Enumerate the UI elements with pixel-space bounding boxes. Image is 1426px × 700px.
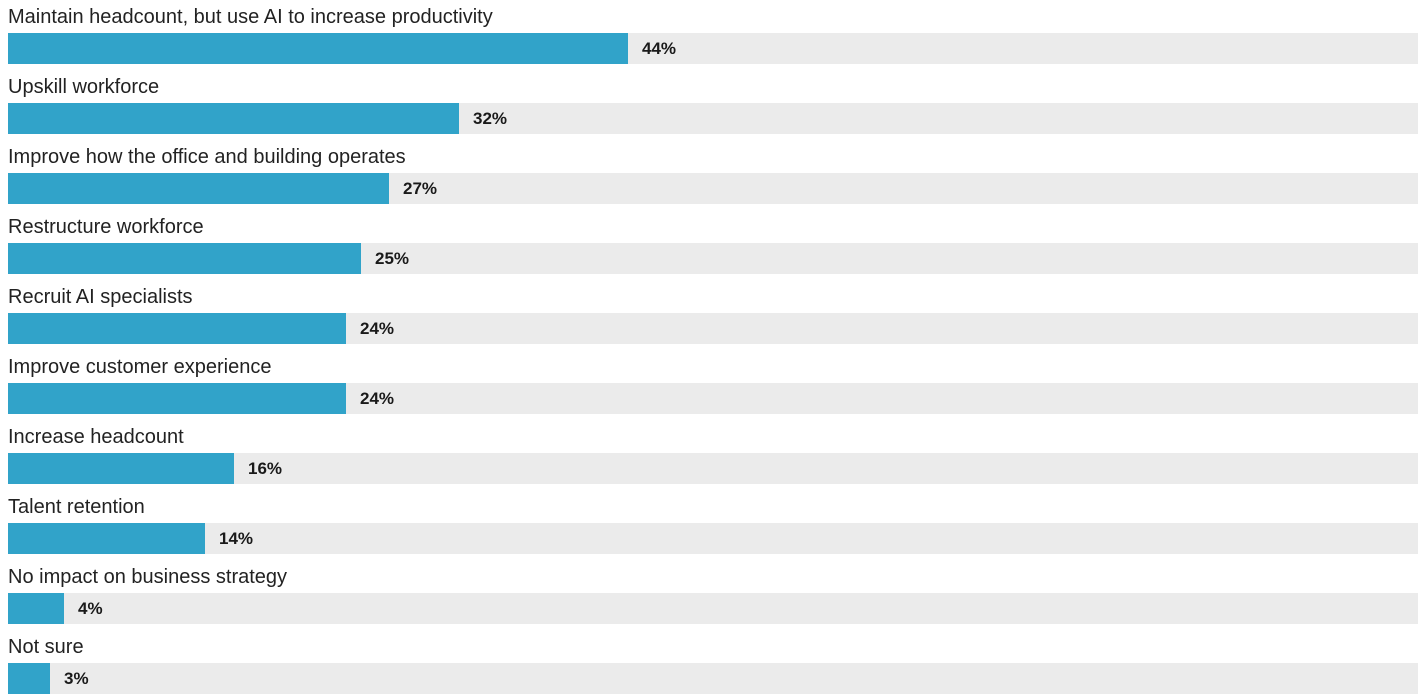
bar-track: 27% — [8, 173, 1418, 204]
category-label: Increase headcount — [8, 426, 184, 448]
bar-track: 16% — [8, 453, 1418, 484]
bar — [8, 313, 346, 344]
bar — [8, 173, 389, 204]
category-label: Improve customer experience — [8, 356, 272, 378]
bar — [8, 383, 346, 414]
value-label: 32% — [473, 109, 508, 128]
value-label: 25% — [375, 249, 410, 268]
bar — [8, 243, 361, 274]
value-label: 24% — [360, 319, 395, 338]
bar-track: 25% — [8, 243, 1418, 274]
category-label: Recruit AI specialists — [8, 286, 193, 308]
value-label: 4% — [78, 599, 103, 618]
bar-row: Improve how the office and building oper… — [8, 140, 1418, 210]
bar — [8, 453, 234, 484]
bar — [8, 593, 64, 624]
bar-track: 4% — [8, 593, 1418, 624]
bar-row: No impact on business strategy 4% — [8, 560, 1418, 630]
bar — [8, 523, 205, 554]
bar-row: Recruit AI specialists 24% — [8, 280, 1418, 350]
category-label: No impact on business strategy — [8, 566, 288, 588]
category-label: Upskill workforce — [8, 76, 160, 98]
value-label: 16% — [248, 459, 283, 478]
bar-chart: Maintain headcount, but use AI to increa… — [8, 0, 1418, 699]
bar-track: 3% — [8, 663, 1418, 694]
category-label: Talent retention — [8, 496, 145, 518]
bar-row: Restructure workforce 25% — [8, 210, 1418, 280]
bar-row: Talent retention 14% — [8, 490, 1418, 560]
bar-track: 14% — [8, 523, 1418, 554]
bar-row: Maintain headcount, but use AI to increa… — [8, 0, 1418, 70]
bar-row: Not sure 3% — [8, 630, 1418, 700]
category-label: Not sure — [8, 636, 84, 658]
bar — [8, 33, 628, 64]
category-label: Restructure workforce — [8, 216, 204, 238]
value-label: 27% — [403, 179, 438, 198]
bar-track: 24% — [8, 383, 1418, 414]
bar-row: Improve customer experience 24% — [8, 350, 1418, 420]
value-label: 14% — [219, 529, 254, 548]
category-label: Maintain headcount, but use AI to increa… — [8, 6, 493, 28]
bar-track: 44% — [8, 33, 1418, 64]
bar — [8, 663, 50, 694]
value-label: 24% — [360, 389, 395, 408]
bar-track: 32% — [8, 103, 1418, 134]
category-label: Improve how the office and building oper… — [8, 146, 406, 168]
bar-row: Increase headcount 16% — [8, 420, 1418, 490]
value-label: 44% — [642, 39, 677, 58]
bar-track: 24% — [8, 313, 1418, 344]
bar — [8, 103, 459, 134]
value-label: 3% — [64, 669, 89, 688]
bar-row: Upskill workforce 32% — [8, 70, 1418, 140]
